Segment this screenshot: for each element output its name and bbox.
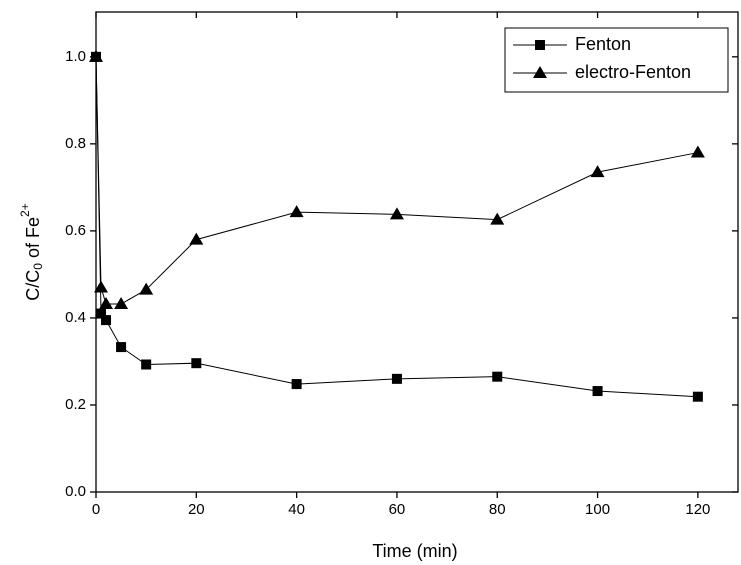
x-tick-label: 20	[188, 501, 205, 518]
legend-box	[504, 27, 729, 93]
marker	[139, 282, 154, 295]
marker	[490, 212, 505, 225]
marker	[141, 359, 152, 370]
y-tick-label: 0.6	[65, 222, 86, 239]
marker	[389, 207, 404, 220]
x-tick-label: 40	[288, 501, 305, 518]
marker	[533, 66, 547, 78]
marker	[692, 391, 703, 402]
marker	[492, 371, 503, 382]
plot-frame	[95, 11, 739, 493]
marker	[116, 342, 127, 353]
x-tick-label: 100	[585, 501, 610, 518]
marker	[391, 373, 402, 384]
y-label-sub: 0	[31, 263, 45, 270]
y-tick-label: 1.0	[65, 48, 86, 65]
marker	[91, 51, 101, 62]
x-tick-label: 60	[389, 501, 406, 518]
marker	[99, 297, 114, 310]
marker	[114, 297, 129, 310]
marker	[289, 205, 304, 218]
x-tick-label: 0	[92, 501, 100, 518]
y-tick-label: 0.4	[65, 309, 86, 326]
marker	[291, 379, 302, 390]
x-tick-label: 120	[685, 501, 710, 518]
marker	[592, 386, 603, 397]
y-axis-label: C/C0 of Fe2+	[18, 203, 45, 300]
x-tick-label: 80	[489, 501, 506, 518]
marker	[101, 315, 112, 326]
x-axis-label: Time (min)	[372, 541, 457, 561]
marker	[535, 40, 545, 50]
y-label-sup: 2+	[18, 203, 32, 217]
series-line	[95, 56, 698, 398]
legend-label: Fenton	[575, 34, 631, 54]
marker	[590, 165, 605, 178]
series-line	[95, 56, 698, 305]
y-label-part: of Fe	[23, 217, 43, 263]
marker	[94, 280, 109, 293]
y-label-part: C/C	[23, 270, 43, 301]
y-tick-label: 0.8	[65, 135, 86, 152]
legend-label: electro-Fenton	[575, 62, 691, 82]
y-tick-label: 0.2	[65, 396, 86, 413]
y-tick-label: 0.0	[65, 483, 86, 500]
marker	[191, 358, 202, 369]
marker	[690, 145, 705, 158]
marker	[96, 308, 107, 319]
marker	[189, 232, 204, 245]
